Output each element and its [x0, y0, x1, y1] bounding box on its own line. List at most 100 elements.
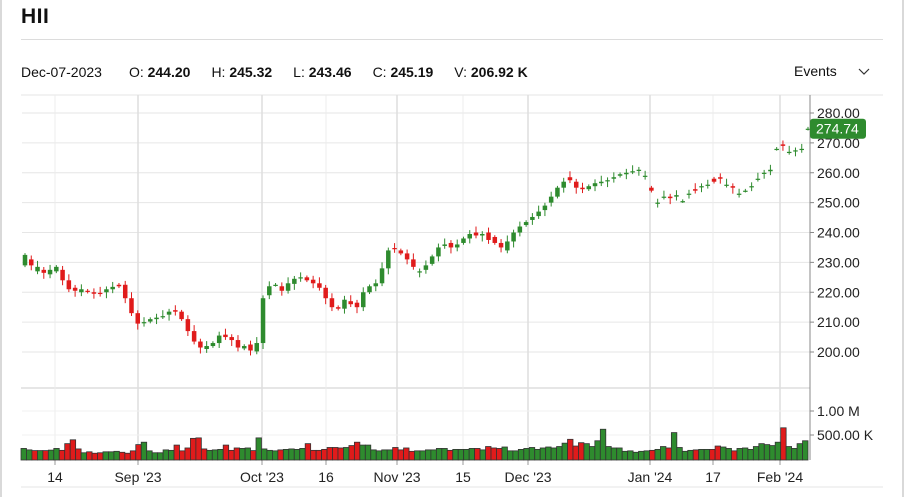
candle: [592, 183, 598, 187]
volume-bar: [375, 450, 383, 461]
candle: [580, 187, 585, 190]
candle: [586, 186, 592, 190]
volume-bar: [26, 449, 33, 461]
candle: [104, 289, 109, 293]
candle: [630, 171, 635, 173]
candle: [774, 148, 779, 151]
candle: [761, 172, 767, 174]
volume-bar: [272, 450, 279, 461]
volume-bar: [796, 443, 803, 461]
volume-bar: [774, 441, 782, 461]
volume-bar: [485, 446, 492, 461]
candle: [361, 292, 366, 308]
volume-bar: [80, 452, 87, 461]
candle: [692, 189, 698, 191]
candle: [743, 190, 748, 192]
volume-bar: [780, 427, 787, 461]
volume-bar: [168, 449, 175, 461]
volume-bar: [217, 448, 224, 461]
volume-bar: [769, 445, 776, 461]
volume-bar: [173, 444, 180, 461]
volume-bar: [211, 449, 219, 461]
volume-bar: [802, 440, 809, 461]
events-dropdown[interactable]: Events: [794, 63, 871, 79]
volume-bar: [507, 450, 514, 461]
candle: [661, 196, 667, 198]
volume-bar: [594, 440, 601, 461]
volume-bar: [266, 449, 273, 461]
candle: [216, 335, 222, 344]
candle: [304, 277, 310, 281]
candle: [22, 254, 28, 266]
volume-bar: [326, 447, 333, 461]
x-axis-label: Oct '23: [240, 469, 284, 485]
candle: [135, 313, 141, 324]
volume-bar: [446, 449, 454, 461]
candle: [292, 278, 297, 284]
volume-bar: [463, 448, 470, 461]
candle: [122, 284, 128, 299]
candle: [573, 181, 579, 188]
candle: [523, 222, 529, 226]
volume-bar: [386, 449, 394, 461]
candle: [686, 193, 692, 195]
volume-bar: [140, 441, 148, 461]
candle: [599, 181, 604, 184]
last-price-tag: 274.74: [810, 118, 866, 139]
candle: [354, 302, 360, 308]
candle: [448, 242, 454, 248]
candle: [705, 184, 711, 186]
candle: [736, 193, 742, 195]
candle: [480, 233, 485, 236]
price-axis-label: 250.00: [817, 195, 860, 211]
svg-text:274.74: 274.74: [816, 121, 859, 137]
x-axis-label: Feb '24: [757, 469, 803, 485]
volume-bar: [621, 450, 629, 461]
volume-bar: [425, 449, 432, 461]
candle: [285, 283, 291, 291]
volume-bar: [310, 449, 317, 461]
ohlc-open: O: 244.20: [128, 64, 191, 80]
candle: [392, 248, 397, 250]
candle: [605, 180, 610, 182]
volume-bar: [698, 448, 705, 461]
volume-bar: [42, 450, 49, 461]
candle: [667, 196, 673, 199]
volume-bar: [233, 447, 241, 461]
volume-bar: [293, 448, 301, 461]
candle: [674, 195, 679, 197]
header-divider: [21, 39, 883, 40]
volume-bar: [523, 448, 530, 461]
volume-bar: [490, 447, 497, 461]
candle: [148, 319, 153, 322]
candle: [755, 178, 761, 180]
volume-bar: [561, 442, 568, 461]
candle: [536, 211, 541, 217]
ohlc-volume: V: 206.92 K: [454, 64, 528, 80]
volume-bar: [392, 447, 399, 461]
volume-bar: [353, 441, 361, 461]
candle: [79, 289, 84, 293]
candle: [561, 181, 566, 188]
volume-bar: [20, 448, 27, 461]
candle: [423, 265, 429, 270]
volume-bar: [643, 450, 650, 461]
candle: [329, 298, 335, 308]
candle: [267, 286, 272, 296]
candle: [386, 250, 391, 269]
volume-bar: [332, 447, 339, 461]
volume-bar: [660, 446, 667, 461]
volume-axis-label: 500.00 K: [817, 427, 874, 443]
volume-bar: [501, 446, 508, 461]
candle: [511, 232, 516, 242]
candle: [110, 286, 115, 290]
candle: [805, 128, 811, 130]
volume-bar: [255, 437, 262, 461]
volume-bar: [638, 450, 645, 461]
candle: [235, 340, 241, 348]
volume-bar: [250, 450, 257, 461]
volume-bar: [457, 448, 465, 461]
candle: [47, 269, 53, 275]
x-axis-label: 14: [47, 469, 63, 485]
